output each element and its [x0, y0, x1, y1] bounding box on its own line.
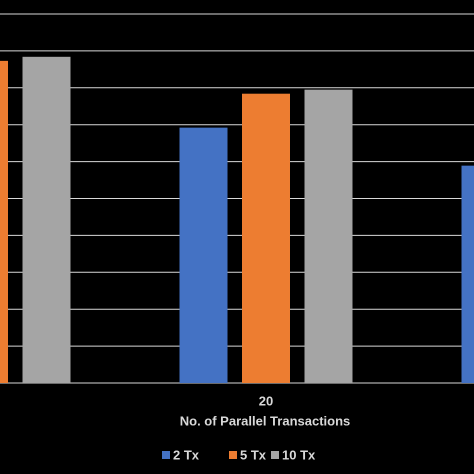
- legend-label: 5 Tx: [240, 447, 267, 462]
- legend-swatch: [271, 451, 279, 459]
- bar: [304, 89, 353, 384]
- legend-label: 10 Tx: [282, 447, 316, 462]
- legend-swatch: [229, 451, 237, 459]
- bar: [0, 60, 8, 383]
- legend-swatch: [162, 451, 170, 459]
- legend-label: 2 Tx: [173, 447, 200, 462]
- bar: [242, 93, 290, 383]
- bar: [22, 56, 71, 383]
- bar: [179, 127, 228, 383]
- x-axis-label: No. of Parallel Transactions: [180, 413, 351, 428]
- bar: [461, 165, 474, 383]
- x-tick-label: 20: [259, 393, 273, 408]
